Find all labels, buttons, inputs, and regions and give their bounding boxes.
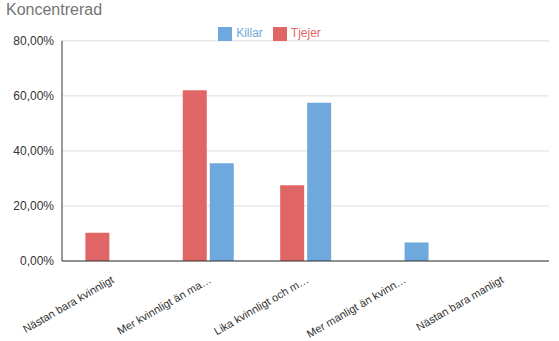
svg-text:80,00%: 80,00% xyxy=(13,34,54,48)
html-text:Tjejer: Tjejer xyxy=(290,26,321,40)
svg-text:Nästan bara manligt: Nästan bara manligt xyxy=(414,273,505,333)
svg-text:Nästan bara kvinnligt: Nästan bara kvinnligt xyxy=(21,273,116,335)
html-text:Killar: Killar xyxy=(236,26,263,40)
svg-text:Mer manligt än kvinn…: Mer manligt än kvinn… xyxy=(304,273,407,340)
svg-text:Lika kvinnligt och m…: Lika kvinnligt och m… xyxy=(212,273,311,337)
svg-text:20,00%: 20,00% xyxy=(13,199,54,213)
html-text:Koncentrerad: Koncentrerad xyxy=(6,1,103,18)
svg-text:40,00%: 40,00% xyxy=(13,144,54,158)
svg-text:Mer kvinnligt än ma…: Mer kvinnligt än ma… xyxy=(115,273,213,337)
svg-text:60,00%: 60,00% xyxy=(13,89,54,103)
svg-text:0,00%: 0,00% xyxy=(20,254,54,268)
